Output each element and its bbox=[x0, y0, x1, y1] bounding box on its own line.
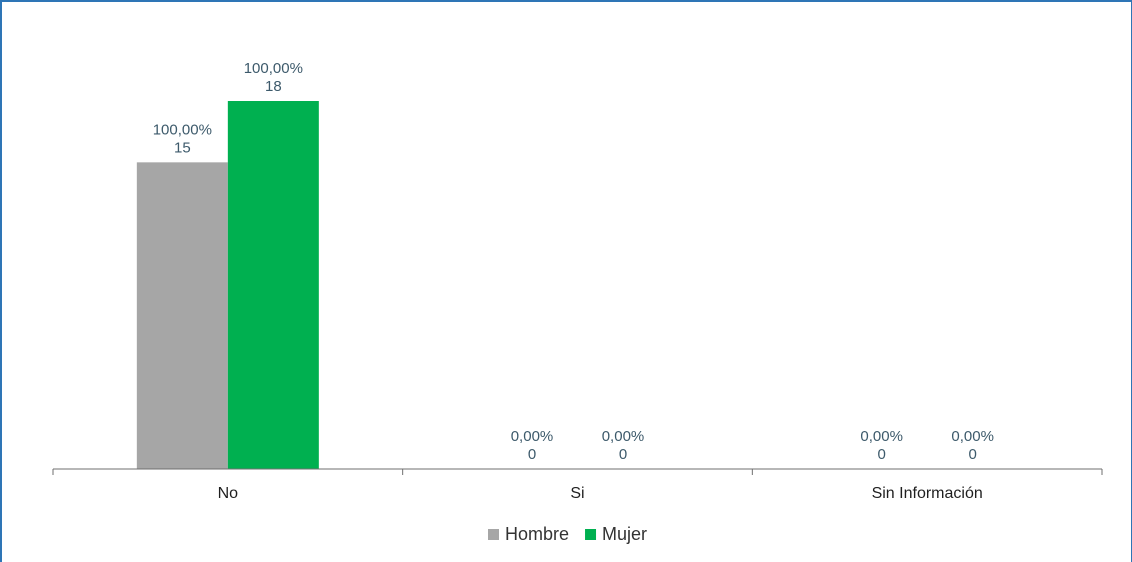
category-label: Si bbox=[570, 485, 584, 502]
category-label: No bbox=[218, 485, 239, 502]
bar-mujer-0 bbox=[227, 101, 319, 469]
data-label-percent: 0,00% bbox=[602, 428, 645, 445]
legend: Hombre Mujer bbox=[488, 524, 647, 544]
data-label-percent: 100,00% bbox=[244, 60, 303, 77]
category-label: Sin Información bbox=[872, 485, 983, 502]
data-label-count: 15 bbox=[174, 139, 191, 156]
data-label-percent: 100,00% bbox=[153, 121, 212, 138]
x-axis-ticks bbox=[52, 469, 1103, 475]
legend-label-mujer: Mujer bbox=[602, 524, 647, 544]
bars-layer bbox=[136, 101, 319, 470]
bar-hombre-0 bbox=[136, 162, 228, 470]
data-label-percent: 0,00% bbox=[511, 428, 554, 445]
data-label-count: 0 bbox=[968, 446, 976, 463]
category-labels: No Si Sin Información bbox=[218, 485, 983, 502]
data-label-count: 0 bbox=[619, 446, 627, 463]
data-label-count: 18 bbox=[265, 78, 282, 95]
legend-swatch-hombre bbox=[488, 529, 499, 540]
legend-label-hombre: Hombre bbox=[505, 524, 569, 544]
legend-swatch-mujer bbox=[585, 529, 597, 540]
data-label-percent: 0,00% bbox=[951, 428, 994, 445]
data-label-percent: 0,00% bbox=[860, 428, 903, 445]
data-label-count: 0 bbox=[877, 446, 885, 463]
data-label-count: 0 bbox=[528, 446, 536, 463]
data-labels-layer: 100,00%15100,00%180,00%00,00%00,00%00,00… bbox=[153, 60, 994, 463]
